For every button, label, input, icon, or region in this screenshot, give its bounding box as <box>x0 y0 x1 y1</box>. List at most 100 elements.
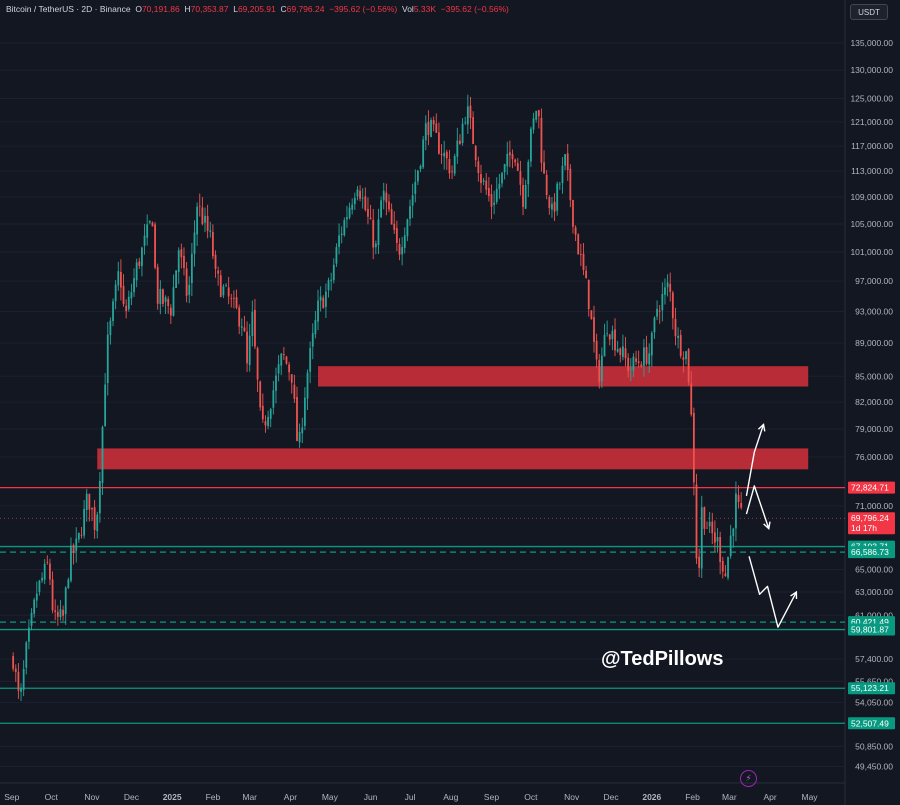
x-tick-label: Mar <box>722 792 737 802</box>
candle-body <box>54 610 57 612</box>
candle-body <box>135 262 138 281</box>
candle-body <box>461 123 464 143</box>
candle-body <box>364 196 367 210</box>
y-tick-label: 85,000.00 <box>855 371 893 381</box>
y-tick-label: 50,850.00 <box>855 741 893 751</box>
candle-body <box>548 197 551 209</box>
candle-body <box>427 121 430 136</box>
candle-body <box>472 117 474 145</box>
candle-body <box>577 234 580 255</box>
candle-body <box>41 577 43 581</box>
candle-body <box>80 534 83 536</box>
candle-body <box>637 361 640 363</box>
close-label: C <box>280 4 287 14</box>
candle-body <box>438 132 440 154</box>
candle-body <box>93 507 96 530</box>
candle-body <box>677 335 680 338</box>
candle-body <box>296 397 298 442</box>
price-label-text: 60,421.49 <box>851 617 889 627</box>
candle-body <box>545 174 548 196</box>
candle-body <box>527 161 530 185</box>
candle-body <box>598 360 601 382</box>
candle-body <box>393 223 396 230</box>
candle-body <box>101 426 104 484</box>
price-label-text: 66,586.73 <box>851 547 889 557</box>
candle-body <box>522 185 524 207</box>
candle-body <box>233 297 235 299</box>
candle-body <box>480 174 482 184</box>
candle-body <box>214 254 217 269</box>
y-tick-label: 101,000.00 <box>850 247 893 257</box>
candle-body <box>159 288 162 305</box>
candle-body <box>411 195 414 206</box>
price-label-text: 52,507.49 <box>851 718 889 728</box>
candle-body <box>261 405 264 420</box>
candle-body <box>703 507 706 529</box>
candle-body <box>35 593 38 601</box>
candle-body <box>254 309 256 347</box>
candle-body <box>432 120 435 125</box>
candle-body <box>493 202 496 205</box>
x-tick-label: May <box>801 792 818 802</box>
price-label-support <box>848 717 895 730</box>
candle-body <box>38 580 41 592</box>
x-tick-label: Jun <box>364 792 378 802</box>
candle-body <box>401 247 404 255</box>
x-tick-label: Sep <box>4 792 19 802</box>
candle-body <box>314 320 317 335</box>
candle-body <box>133 278 135 293</box>
candle-body <box>317 300 319 322</box>
candle-body <box>711 521 714 534</box>
candle-body <box>267 416 269 427</box>
candle-body <box>198 205 201 207</box>
volume-change: −395.62 (−0.56%) <box>440 4 509 14</box>
candle-body <box>561 165 564 184</box>
open-label: O <box>135 4 142 14</box>
y-tick-label: 130,000.00 <box>850 65 893 75</box>
candle-body <box>164 297 167 302</box>
candle-body <box>12 656 15 669</box>
candle-body <box>419 166 422 170</box>
candle-body <box>603 334 606 357</box>
candle-body <box>629 368 632 370</box>
candle-body <box>658 310 661 312</box>
x-tick-label: Apr <box>763 792 776 802</box>
candle-body <box>167 298 170 306</box>
candle-body <box>72 545 75 553</box>
candle-body <box>335 247 338 264</box>
candle-body <box>227 287 230 297</box>
candle-body <box>117 271 120 286</box>
candle-body <box>243 327 246 332</box>
x-tick-label: Jul <box>405 792 416 802</box>
candle-body <box>511 154 514 160</box>
candle-body <box>62 609 64 616</box>
candle-body <box>459 140 461 145</box>
symbol-title: Bitcoin / TetherUS · 2D · Binance <box>6 4 131 14</box>
candle-body <box>648 353 651 365</box>
x-tick-label: Mar <box>242 792 257 802</box>
candle-body <box>524 184 527 209</box>
candle-body <box>735 493 737 529</box>
y-tick-label: 76,000.00 <box>855 452 893 462</box>
candle-body <box>398 244 401 255</box>
lightning-icon[interactable]: ⚡ <box>740 770 757 787</box>
candle-body <box>501 172 503 184</box>
candle-body <box>162 289 164 304</box>
candle-body <box>640 364 643 367</box>
candle-body <box>285 356 288 364</box>
y-tick-label: 71,000.00 <box>855 501 893 511</box>
price-label-support <box>848 623 895 636</box>
candle-body <box>356 189 359 197</box>
candle-body <box>25 642 28 668</box>
candle-body <box>593 317 595 342</box>
x-tick-label: 2025 <box>163 792 182 802</box>
currency-button[interactable]: USDT <box>850 4 888 20</box>
candle-body <box>177 250 180 273</box>
candle-body <box>706 527 708 529</box>
candle-body <box>88 493 91 510</box>
candle-body <box>508 152 511 156</box>
candle-body <box>666 282 669 288</box>
candle-body <box>445 151 448 159</box>
candle-body <box>674 318 677 337</box>
